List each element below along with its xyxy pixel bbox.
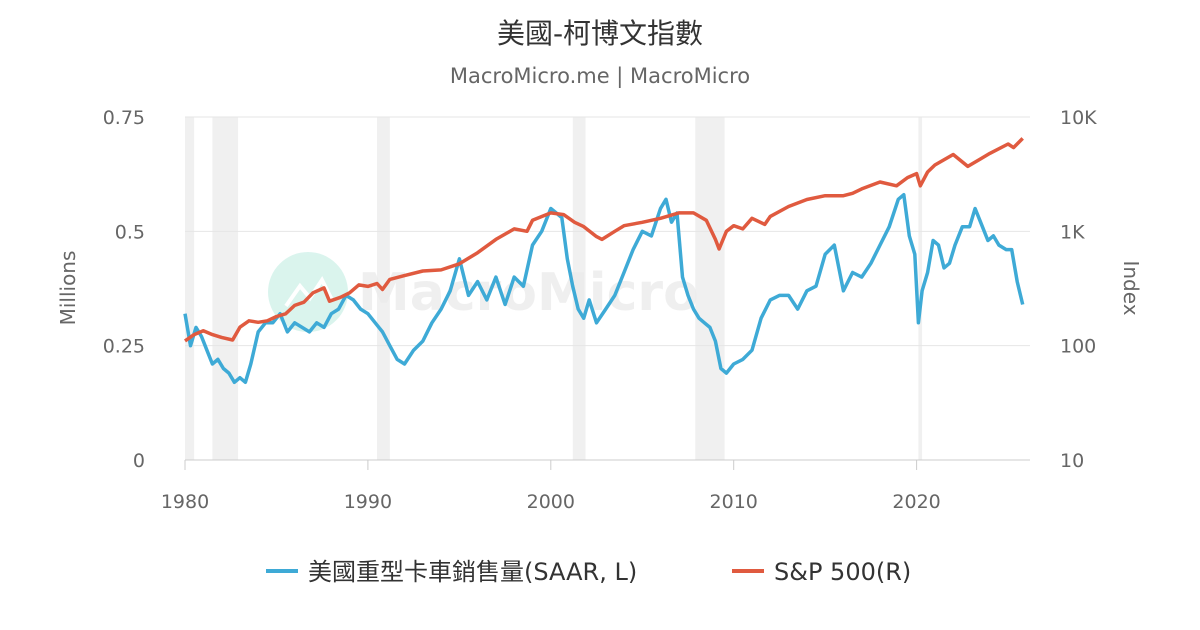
legend: 美國重型卡車銷售量(SAAR, L) S&P 500(R) <box>266 558 911 586</box>
x-tick-label: 1980 <box>161 491 209 513</box>
recession-band <box>695 117 725 460</box>
x-tick-label: 1990 <box>344 491 392 513</box>
recession-band <box>918 117 923 460</box>
right-y-tick-label: 1K <box>1060 221 1085 243</box>
right-y-tick-label: 100 <box>1060 336 1096 358</box>
legend-item-sp500[interactable]: S&P 500(R) <box>732 558 911 586</box>
x-tick-label: 2010 <box>710 491 758 513</box>
recession-band <box>572 117 586 460</box>
x-tick-label: 2000 <box>527 491 575 513</box>
left-y-tick-label: 0.5 <box>115 221 145 243</box>
recession-bands <box>185 117 923 460</box>
left-y-axis: 0 0.25 0.5 0.75 <box>103 107 145 472</box>
x-tick-label: 2020 <box>892 491 940 513</box>
right-y-tick-label: 10K <box>1060 107 1097 129</box>
left-y-tick-label: 0.25 <box>103 336 145 358</box>
legend-item-truck-sales[interactable]: 美國重型卡車銷售量(SAAR, L) <box>266 558 637 586</box>
watermark-logo-icon <box>268 252 348 332</box>
recession-band <box>212 117 239 460</box>
recession-band <box>185 117 195 460</box>
left-axis-title: Millions <box>56 251 80 326</box>
left-y-tick-label: 0 <box>133 450 145 472</box>
chart-title: 美國-柯博文指數 <box>496 17 704 50</box>
chart-subtitle: MacroMicro.me | MacroMicro <box>449 64 751 88</box>
right-y-tick-label: 10 <box>1060 450 1084 472</box>
gridlines <box>185 116 1030 461</box>
right-axis-title: Index <box>1119 260 1143 315</box>
series-lines <box>183 137 1025 385</box>
legend-label-truck-sales: 美國重型卡車銷售量(SAAR, L) <box>308 558 637 586</box>
series-line-truck-sales[interactable] <box>183 192 1025 385</box>
legend-label-sp500: S&P 500(R) <box>774 558 911 586</box>
series-line-sp500[interactable] <box>184 137 1024 343</box>
left-y-tick-label: 0.75 <box>103 107 145 129</box>
x-axis: 1980 1990 2000 2010 2020 <box>161 460 941 513</box>
right-y-axis: 10 100 1K 10K <box>1060 107 1097 472</box>
watermark-text: MacroMicro <box>358 263 699 323</box>
